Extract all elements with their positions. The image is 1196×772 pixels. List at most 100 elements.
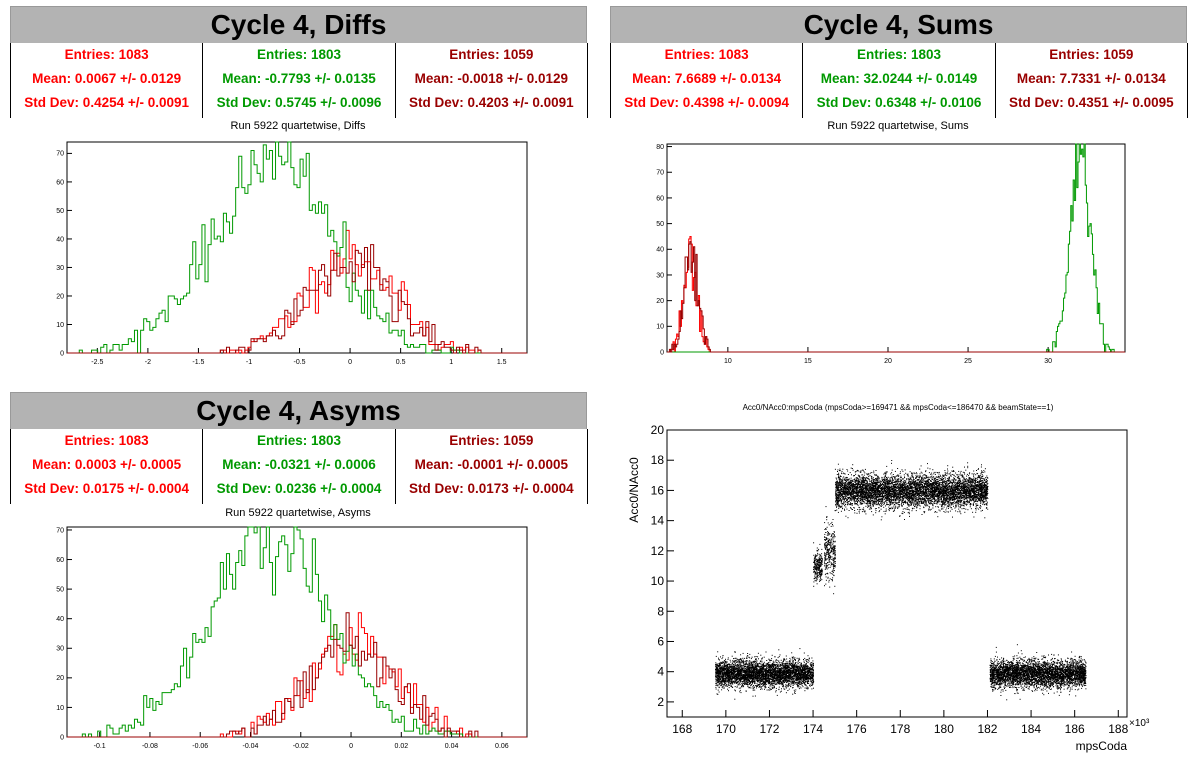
scatter-point bbox=[781, 667, 783, 669]
scatter-point bbox=[817, 560, 819, 562]
scatter-point bbox=[785, 692, 787, 694]
scatter-point bbox=[765, 669, 767, 671]
scatter-point bbox=[833, 593, 835, 595]
scatter-point bbox=[764, 674, 766, 676]
scatter-point bbox=[804, 673, 806, 675]
scatter-point bbox=[731, 674, 733, 676]
scatter-point bbox=[784, 686, 786, 688]
scatter-point bbox=[806, 681, 808, 683]
scatter-point bbox=[767, 667, 769, 669]
scatter-point bbox=[783, 672, 785, 674]
scatter-point bbox=[807, 675, 809, 677]
scatter-point bbox=[828, 543, 830, 545]
scatter-point bbox=[749, 677, 750, 679]
scatter-point bbox=[717, 685, 719, 687]
scatter-point bbox=[746, 667, 748, 669]
scatter-point bbox=[718, 691, 720, 693]
scatter-point bbox=[809, 676, 811, 678]
scatter-point bbox=[833, 560, 835, 562]
scatter-point bbox=[727, 657, 729, 659]
scatter-point bbox=[744, 661, 746, 663]
scatter-point bbox=[828, 549, 830, 551]
scatter-point bbox=[751, 669, 753, 671]
scatter-point bbox=[774, 671, 776, 673]
scatter-point bbox=[816, 561, 818, 563]
scatter-point bbox=[757, 678, 759, 680]
scatter-point bbox=[824, 564, 826, 566]
scatter-point bbox=[804, 668, 806, 670]
scatter-point bbox=[720, 662, 722, 664]
scatter-point bbox=[817, 573, 818, 575]
scatter-point bbox=[741, 686, 743, 688]
scatter-point bbox=[774, 683, 776, 685]
scatter-point bbox=[806, 673, 808, 675]
scatter-point bbox=[721, 672, 723, 673]
scatter-point bbox=[782, 666, 784, 668]
scatter-point bbox=[731, 670, 733, 672]
scatter-point bbox=[819, 558, 821, 560]
scatter-point bbox=[774, 664, 776, 666]
scatter-point bbox=[810, 680, 811, 682]
scatter-point bbox=[784, 676, 786, 678]
scatter-point bbox=[797, 669, 799, 671]
scatter-point bbox=[756, 673, 758, 675]
stat-entries: Entries: 1059 bbox=[1049, 47, 1134, 62]
scatter-point bbox=[798, 681, 800, 682]
scatter-point bbox=[805, 677, 807, 679]
scatter-point bbox=[755, 660, 757, 662]
scatter-point bbox=[828, 579, 830, 581]
scatter-point bbox=[749, 664, 751, 666]
scatter-point bbox=[740, 663, 742, 665]
scatter-point bbox=[723, 662, 725, 663]
scatter-point bbox=[734, 698, 736, 700]
scatter-point bbox=[734, 674, 736, 676]
scatter-point bbox=[731, 679, 733, 680]
scatter-point bbox=[780, 670, 782, 672]
scatter-point bbox=[776, 677, 778, 679]
scatter-point bbox=[744, 665, 746, 667]
scatter-point bbox=[783, 663, 785, 665]
scatter-point bbox=[785, 665, 787, 667]
scatter-point bbox=[818, 558, 820, 560]
scatter-point bbox=[723, 662, 725, 664]
scatter-point bbox=[754, 677, 756, 679]
scatter-point bbox=[798, 674, 800, 676]
scatter-point bbox=[770, 671, 772, 673]
scatter-point bbox=[741, 673, 742, 675]
scatter-point bbox=[806, 669, 808, 671]
scatter-point bbox=[828, 548, 830, 550]
scatter-point bbox=[781, 683, 783, 685]
scatter-point bbox=[799, 659, 801, 661]
scatter-point bbox=[765, 678, 767, 680]
scatter-point bbox=[764, 664, 766, 666]
scatter-point bbox=[818, 564, 820, 566]
scatter-point bbox=[793, 656, 795, 658]
scatter-point bbox=[809, 672, 811, 674]
scatter-point bbox=[830, 544, 832, 546]
x-tick-label: 0 bbox=[349, 743, 353, 750]
scatter-point bbox=[737, 671, 739, 673]
scatter-point bbox=[824, 553, 826, 555]
scatter-point bbox=[785, 664, 787, 666]
scatter-point bbox=[729, 666, 731, 668]
scatter-point bbox=[787, 663, 789, 664]
scatter-point bbox=[825, 558, 827, 560]
scatter-point bbox=[768, 678, 770, 680]
scatter-point bbox=[722, 680, 724, 682]
scatter-point bbox=[833, 566, 834, 568]
scatter-point bbox=[807, 659, 809, 661]
scatter-point bbox=[778, 681, 780, 683]
y-tick-label: 70 bbox=[56, 151, 64, 158]
scatter-point bbox=[715, 664, 717, 666]
scatter-point bbox=[748, 678, 749, 680]
scatter-point bbox=[813, 569, 815, 571]
scatter-point bbox=[781, 682, 783, 684]
scatter-point bbox=[764, 685, 766, 687]
scatter-point bbox=[831, 538, 833, 540]
scatter-point bbox=[807, 668, 808, 670]
scatter-point bbox=[797, 680, 799, 682]
scatter-point bbox=[807, 678, 809, 680]
scatter-point bbox=[824, 568, 826, 570]
scatter-point bbox=[744, 683, 745, 685]
